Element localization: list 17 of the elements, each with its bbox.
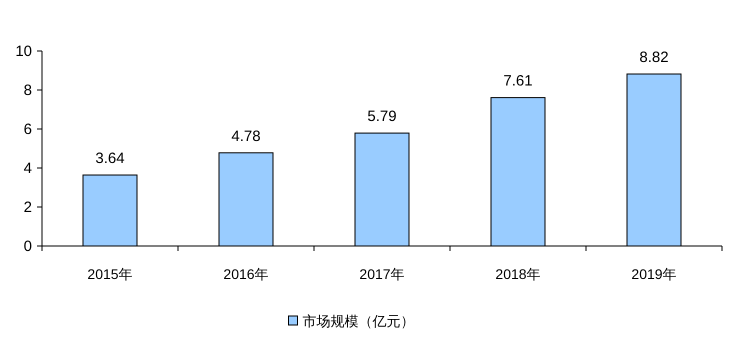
y-tick-label: 0 xyxy=(24,238,32,255)
x-tick-label: 2016年 xyxy=(223,266,269,282)
data-label: 4.78 xyxy=(231,128,261,145)
x-tick-label: 2019年 xyxy=(631,266,677,282)
data-label: 3.64 xyxy=(95,150,125,168)
x-tick-label: 2015年 xyxy=(87,266,133,282)
x-tick-label: 2018年 xyxy=(495,266,541,282)
data-label: 8.82 xyxy=(639,49,669,66)
y-tick-label: 4 xyxy=(24,160,32,177)
data-label: 7.61 xyxy=(503,72,533,90)
y-tick-label: 8 xyxy=(24,82,32,99)
y-tick-label: 6 xyxy=(24,121,32,138)
x-tick-label: 2017年 xyxy=(359,266,405,282)
y-tick-label: 2 xyxy=(24,199,32,216)
data-label: 5.79 xyxy=(367,108,397,126)
y-tick-label: 10 xyxy=(15,43,32,60)
legend-label: 市场规模（亿元） xyxy=(302,313,414,329)
